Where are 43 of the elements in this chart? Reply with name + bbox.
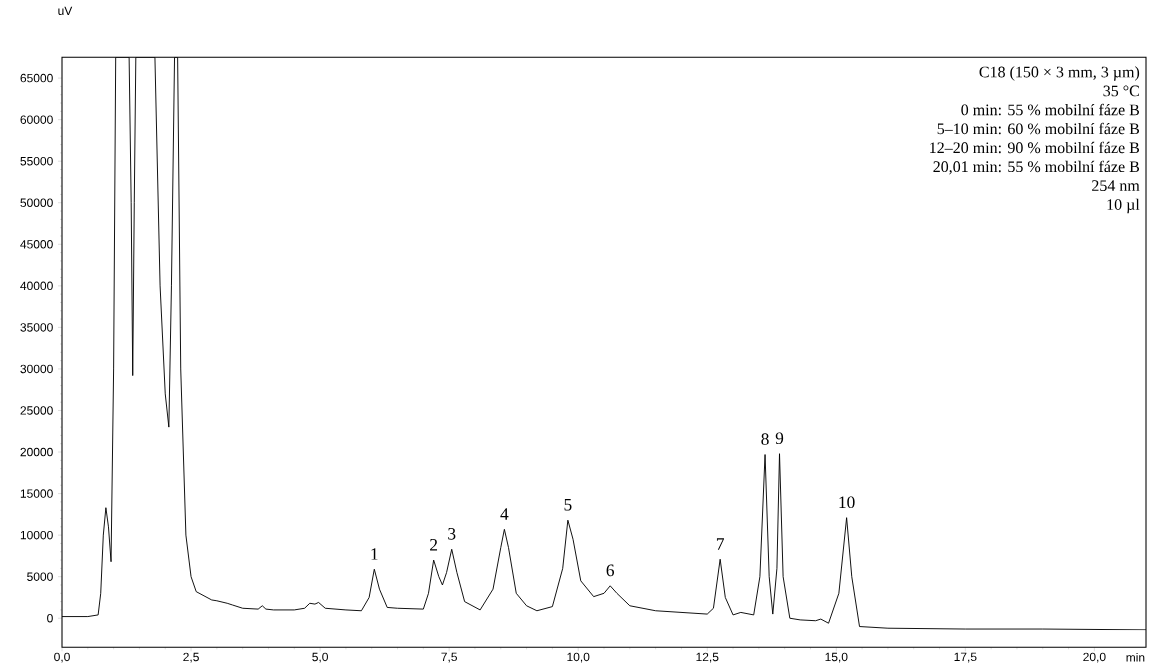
x-tick-label: 10,0 xyxy=(567,652,590,663)
annotation: 7 xyxy=(716,538,724,550)
y-axis-title: uV xyxy=(58,6,73,16)
y-tick-label: 25000 xyxy=(20,406,53,415)
annotation: 1 xyxy=(371,548,378,560)
x-tick-label: 5,0 xyxy=(312,652,328,663)
y-tick-label: 60000 xyxy=(20,115,53,124)
annotation: 9 xyxy=(775,432,784,445)
annotation: 6 xyxy=(606,564,615,577)
annotation: C18 (150 × 3 mm, 3 µm) xyxy=(979,66,1140,81)
x-tick-label: 12,5 xyxy=(696,652,719,663)
annotation: 12–20 min: 90 % mobilní fáze B xyxy=(930,141,1140,154)
annotation: 2 xyxy=(430,538,438,551)
annotation: 10 xyxy=(839,496,855,509)
annotation: 20,01 min: 55 % mobilní fáze B xyxy=(933,160,1140,175)
x-tick-label: 15,0 xyxy=(825,652,848,663)
y-tick-label: 55000 xyxy=(20,156,53,166)
y-tick-label: 65000 xyxy=(20,73,53,83)
annotation: 35 °C xyxy=(1103,85,1139,97)
y-tick-label: 30000 xyxy=(20,364,53,374)
x-tick-label: 2,5 xyxy=(183,652,199,663)
y-tick-label: 10000 xyxy=(20,530,53,540)
annotation: 5–10 min: 60 % mobilní fáze B xyxy=(937,122,1140,135)
annotation: 3 xyxy=(448,528,456,540)
y-tick-label: 50000 xyxy=(20,198,53,208)
annotation: 0 min: 55 % mobilní fáze B xyxy=(961,103,1140,116)
x-axis-title: min xyxy=(1126,652,1145,662)
annotation: 254 nm xyxy=(1092,180,1140,192)
y-tick-label: 40000 xyxy=(20,281,53,291)
y-tick-label: 20000 xyxy=(20,447,53,457)
x-tick-label: 0,0 xyxy=(54,652,70,663)
y-tick-label: 15000 xyxy=(20,489,53,498)
y-tick-label: 45000 xyxy=(20,240,53,249)
y-tick-label: 35000 xyxy=(20,323,53,332)
y-tick-label: 0 xyxy=(47,613,53,623)
annotation: 10 µl xyxy=(1107,198,1140,214)
annotation: 8 xyxy=(761,433,769,445)
annotation: 4 xyxy=(500,508,509,520)
x-tick-label: 17,5 xyxy=(954,652,977,663)
y-tick-label: 5000 xyxy=(27,572,53,581)
x-tick-label: 7,5 xyxy=(441,652,457,663)
x-tick-label: 20,0 xyxy=(1083,652,1106,663)
annotation: 5 xyxy=(564,499,572,511)
